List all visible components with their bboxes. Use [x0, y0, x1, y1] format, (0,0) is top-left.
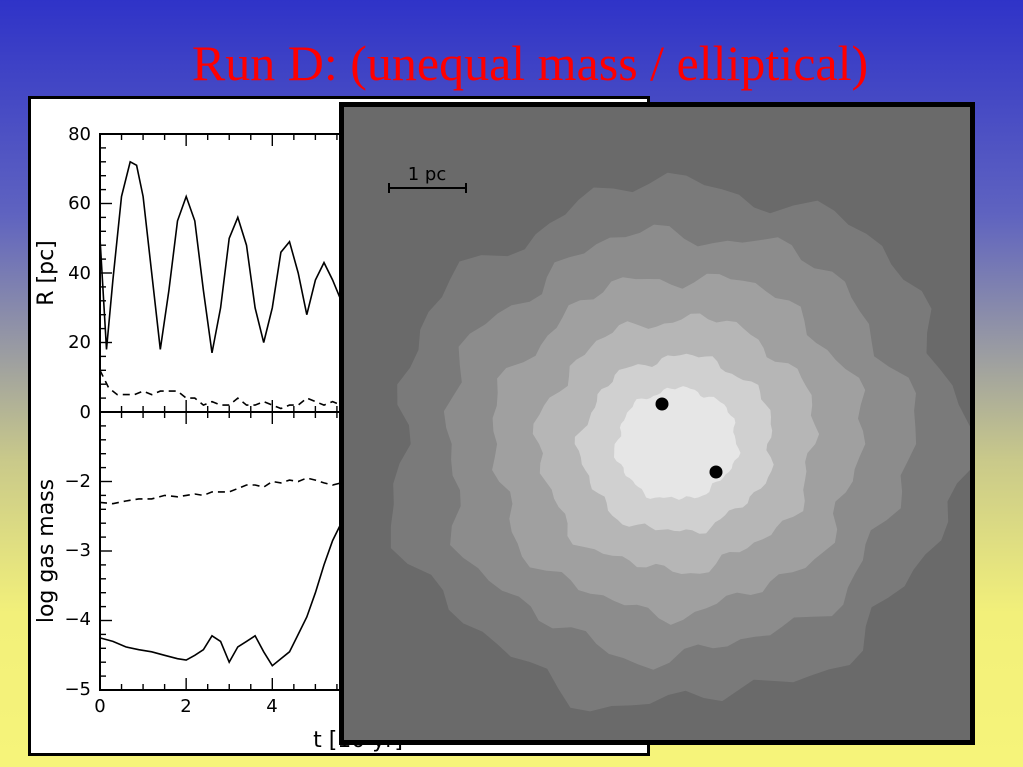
simulation-snapshot: 1 pc [339, 102, 975, 745]
xtick-label: 4 [266, 696, 277, 717]
bottom-ytick-label: −2 [64, 471, 91, 492]
bottom-ytick-label: −4 [64, 609, 91, 630]
density-contour-level [614, 386, 741, 500]
solid-series-line [99, 501, 359, 667]
dashed-series-line [99, 369, 350, 410]
density-map: 1 pc [344, 107, 970, 740]
top-ytick-label: 80 [68, 124, 91, 145]
top-ytick-label: 40 [68, 263, 91, 284]
black-hole-marker [655, 397, 669, 411]
top-panel-series [99, 160, 351, 410]
scale-bar-label: 1 pc [408, 164, 447, 185]
bottom-panel-series [99, 477, 359, 667]
top-ylabel: R [pc] [34, 240, 59, 306]
solid-series-line [99, 160, 351, 354]
bottom-ylabel: log gas mass [34, 479, 59, 623]
top-ytick-label: 20 [68, 332, 91, 353]
dashed-series-line [99, 477, 350, 505]
xtick-label: 0 [94, 696, 105, 717]
density-contours [390, 172, 970, 712]
top-ytick-label: 60 [68, 193, 91, 214]
top-ytick-label: 0 [80, 402, 91, 423]
bottom-ytick-label: −5 [64, 679, 91, 700]
black-hole-marker [709, 465, 723, 479]
bottom-ytick-label: −3 [64, 540, 91, 561]
slide-title: Run D: (unequal mass / elliptical) [191, 35, 869, 91]
scale-bar: 1 pc [388, 164, 467, 193]
xtick-label: 2 [180, 696, 191, 717]
